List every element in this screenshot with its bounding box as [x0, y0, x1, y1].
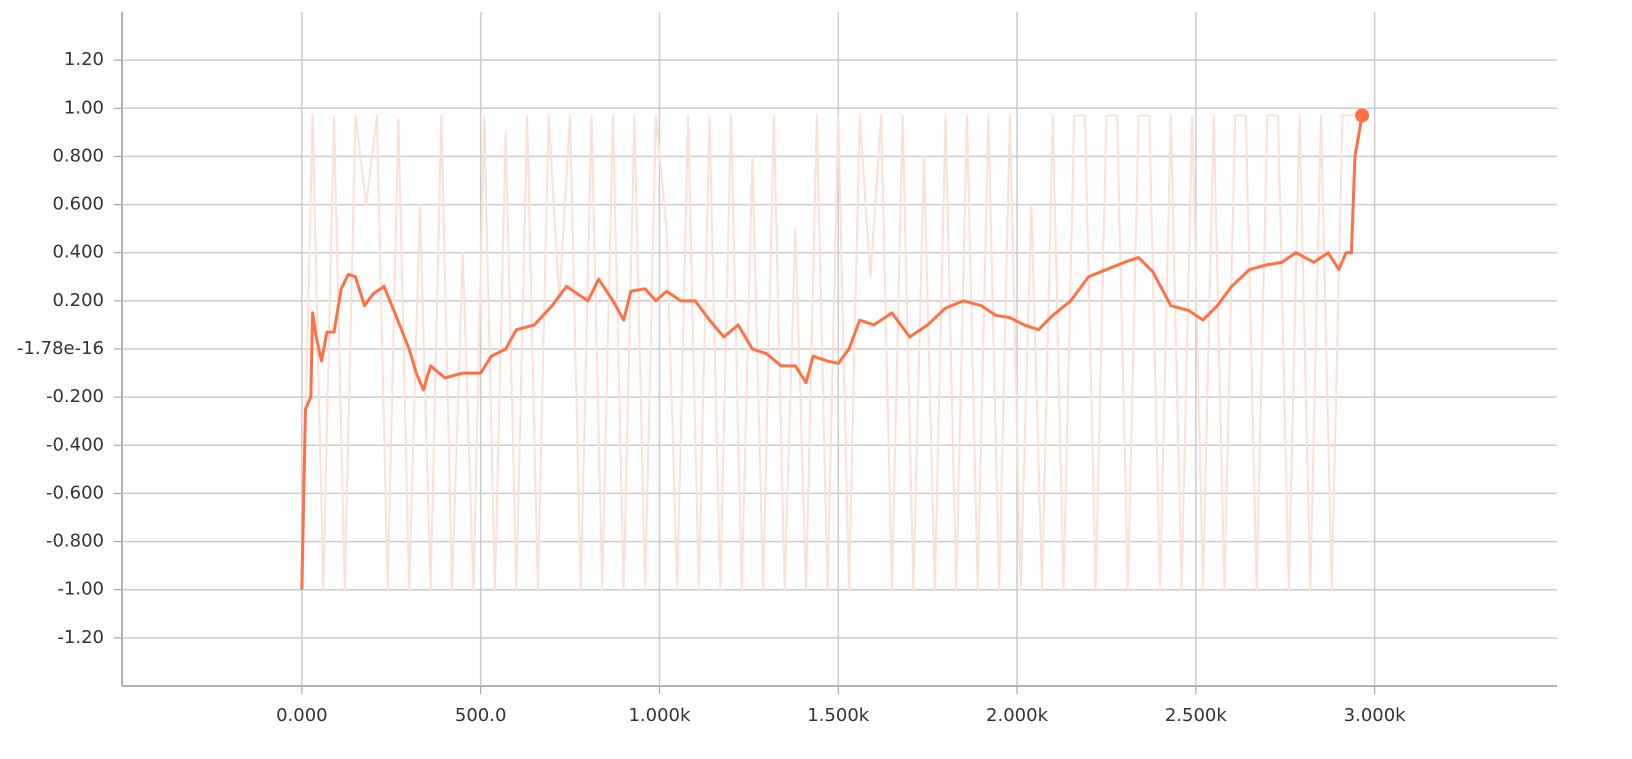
y-tick-label: -0.600 — [46, 482, 104, 503]
y-tick-label: -0.800 — [46, 531, 104, 552]
y-tick-label: -1.20 — [57, 627, 104, 648]
y-tick-label: 0.600 — [52, 194, 104, 215]
x-tick-label: 2.500k — [1165, 705, 1228, 726]
x-tick-label: 1.500k — [807, 705, 870, 726]
x-tick-label: 3.000k — [1344, 705, 1407, 726]
y-tick-label: -1.00 — [57, 579, 104, 600]
y-tick-label: 0.200 — [52, 290, 104, 311]
y-tick-label: 0.400 — [52, 242, 104, 263]
y-tick-label: 0.800 — [52, 145, 104, 166]
last-point — [1355, 108, 1370, 123]
y-tick-label: -1.78e-16 — [17, 338, 104, 359]
y-tick-label: 1.00 — [64, 97, 104, 118]
x-tick-label: 1.000k — [628, 705, 691, 726]
y-tick-label: -0.400 — [46, 434, 104, 455]
x-tick-label: 0.000 — [276, 705, 328, 726]
series-line — [300, 114, 1363, 591]
series-line — [300, 115, 1364, 590]
y-tick-label: -0.200 — [46, 386, 104, 407]
x-tick-label: 500.0 — [455, 705, 507, 726]
x-tick-label: 2.000k — [986, 705, 1049, 726]
y-tick-label: 1.20 — [64, 49, 104, 70]
